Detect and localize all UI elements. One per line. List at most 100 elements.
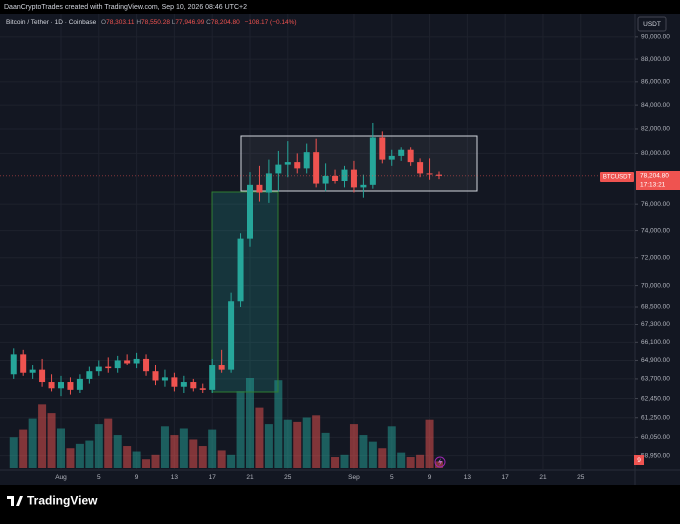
currency-button[interactable] — [637, 16, 667, 32]
candle-body — [199, 388, 206, 390]
volume-tag — [634, 455, 644, 465]
candle-body — [407, 149, 414, 163]
volume-bar — [368, 441, 377, 468]
candle-body — [284, 162, 291, 165]
candle-body — [322, 175, 329, 184]
candle-body — [379, 137, 386, 160]
candle-body — [247, 184, 253, 239]
countdown: 17:13:21 — [640, 182, 666, 189]
ohlc-prefix: C — [206, 19, 211, 26]
x-tick-label: Sep — [348, 474, 360, 481]
y-tick-label: 60,050.00 — [641, 434, 670, 441]
axis-labels: 90,000.00 88,000.00 86,000.00 84,000.00 82,0… — [55, 34, 670, 482]
candle-body — [275, 164, 282, 174]
x-tick-label: 13 — [171, 474, 179, 481]
volume-bar — [208, 429, 217, 468]
candle-body — [95, 366, 102, 372]
candle-body — [256, 184, 263, 193]
y-tick-label: 63,700.00 — [641, 376, 670, 383]
time-axis — [0, 470, 680, 485]
volume-bar — [397, 452, 406, 468]
volume-bar — [66, 448, 75, 468]
y-tick-label: 72,000.00 — [641, 254, 670, 261]
candle-body — [398, 149, 405, 156]
candle-body — [152, 371, 159, 381]
footer-logo: TradingView — [7, 494, 98, 508]
volume-bar — [387, 426, 396, 468]
x-tick-label: 25 — [577, 474, 585, 481]
volume-bar — [349, 424, 358, 468]
volume-bar — [416, 454, 425, 468]
candle-body — [143, 358, 150, 372]
volume — [9, 378, 443, 468]
volume-bar — [378, 448, 387, 468]
volume-bar — [293, 421, 302, 468]
y-tick-label: 82,000.00 — [641, 126, 670, 133]
volume-bar — [19, 429, 28, 468]
price-axis — [635, 14, 680, 470]
candle-body — [369, 137, 376, 185]
volume-bar — [264, 424, 273, 468]
volume-bar — [104, 418, 113, 468]
x-tick-label: 21 — [246, 474, 254, 481]
y-tick-label: 84,000.00 — [641, 102, 670, 109]
range-box — [211, 191, 279, 393]
candle-body — [436, 174, 442, 176]
x-tick-label: 5 — [390, 474, 394, 481]
volume-bar — [236, 391, 245, 468]
candle-body — [360, 184, 367, 188]
volume-bar — [340, 454, 349, 468]
candle-body — [209, 365, 216, 390]
ohlc-prefix: L — [172, 19, 176, 26]
volume-bar — [123, 446, 132, 468]
volume-bar — [9, 437, 18, 468]
legend-symbol: Bitcoin / Tether · 1D · Coinbase — [6, 19, 97, 26]
event-icon-bolt — [438, 458, 443, 466]
volume-bar — [198, 446, 207, 468]
x-tick-label: 21 — [539, 474, 547, 481]
volume-bar — [94, 424, 103, 468]
x-tick-label: 9 — [135, 474, 139, 481]
volume-bar — [321, 432, 330, 468]
candle-body — [105, 366, 112, 369]
volume-bar — [189, 439, 198, 468]
ohlc-value: 78,550.28 — [141, 19, 170, 26]
volume-bar — [425, 419, 434, 468]
event-icon[interactable] — [434, 456, 446, 468]
ohlc-value: 78,303.11 — [106, 19, 135, 26]
candle-body — [86, 371, 93, 379]
y-tick-label: 88,000.00 — [641, 56, 670, 63]
candle-body — [417, 162, 424, 174]
volume-bar — [75, 443, 84, 468]
candle-body — [29, 369, 36, 373]
y-tick-label: 66,100.00 — [641, 339, 670, 346]
candle-body — [10, 354, 17, 375]
volume-bar — [28, 418, 37, 468]
logo-text: TradingView — [27, 494, 98, 508]
volume-bar — [274, 380, 283, 468]
currency-button-label[interactable]: USDT — [643, 21, 661, 28]
volume-bar — [406, 457, 415, 468]
candle-body — [39, 369, 46, 383]
candle-body — [265, 173, 272, 193]
candle-body — [180, 382, 187, 387]
candle-body — [67, 382, 74, 390]
volume-bar — [151, 454, 160, 468]
plot-area — [0, 14, 635, 470]
candles — [0, 122, 635, 397]
volume-bar — [435, 461, 443, 468]
grid — [0, 14, 635, 470]
candle-body — [161, 377, 168, 381]
symbol-tag — [600, 172, 634, 182]
ohlc-value: 78,204.80 — [211, 19, 240, 26]
ohlc-value: 77,946.99 — [175, 19, 204, 26]
volume-bar — [331, 457, 340, 468]
y-tick-label: 76,000.00 — [641, 201, 670, 208]
y-tick-label: 70,000.00 — [641, 282, 670, 289]
volume-bar — [170, 435, 179, 468]
volume-bar — [312, 415, 321, 468]
candle-body — [114, 360, 121, 369]
x-tick-label: 17 — [209, 474, 217, 481]
volume-bar — [57, 428, 65, 468]
